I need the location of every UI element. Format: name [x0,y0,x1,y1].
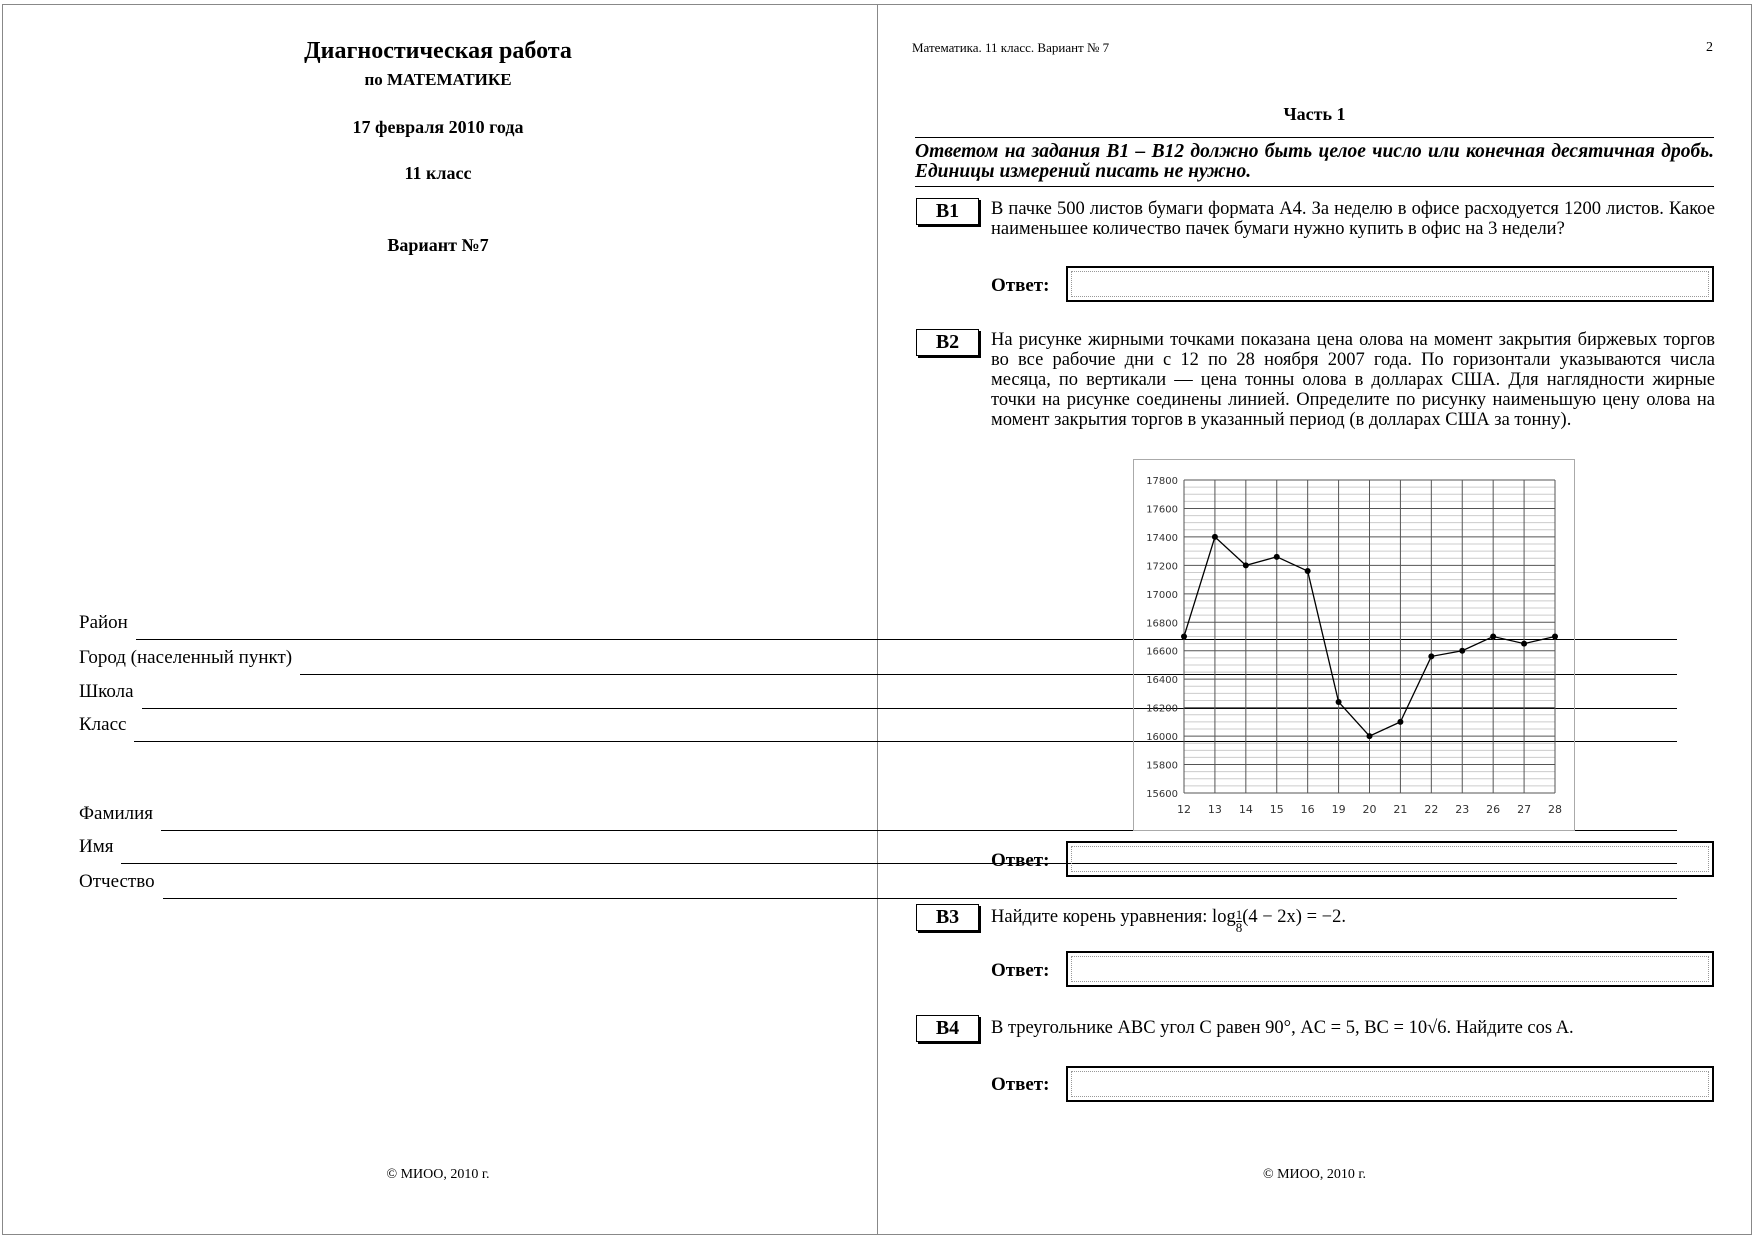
y-tick-label: 16400 [1146,675,1178,686]
x-tick-label: 14 [1239,803,1253,816]
rule-bottom [915,186,1714,187]
field-label: Район [79,612,128,633]
field-patronymic[interactable]: Отчество [79,871,1677,899]
doc-date: 17 февраля 2010 года [352,117,524,137]
y-tick-label: 17200 [1146,561,1178,572]
x-tick-label: 12 [1177,803,1191,816]
left-footer: © МИОО, 2010 г. [386,1167,490,1182]
answer-label: Ответ: [991,960,1050,981]
question-text-b4: В треугольнике ABC угол C равен 90°, AC … [991,1018,1574,1038]
y-tick-label: 16800 [1146,618,1178,629]
field-label: Школа [79,681,134,702]
doc-title: Диагностическая работа [304,38,572,64]
question-text-b3: Найдите корень уравнения: log 1 8 (4 − 2x) … [991,907,1715,934]
x-tick-label: 27 [1517,803,1531,816]
part-title: Часть 1 [1283,104,1346,124]
data-point [1490,633,1497,640]
field-class[interactable]: Класс [79,714,1677,742]
answer-input-b3[interactable] [1066,951,1714,987]
chart-frame: 12 13 14 15 16 19 20 21 22 23 26 27 28 15600 15800 1600… [1133,459,1575,831]
fraction-denominator: 8 [1235,920,1243,935]
x-tick-label: 13 [1208,803,1222,816]
doc-variant: Вариант №7 [387,235,489,255]
y-tick-label: 16600 [1146,647,1178,658]
data-point [1459,647,1466,654]
question-number-b4: B4 [916,1015,979,1042]
y-tick-label: 16000 [1146,732,1178,743]
x-tick-label: 16 [1301,803,1315,816]
y-tick-label: 17000 [1146,590,1178,601]
running-header: Математика. 11 класс. Вариант № 7 [912,40,1110,55]
question-number-b3: B3 [916,904,979,931]
answer-label: Ответ: [991,850,1050,871]
data-point [1181,633,1187,640]
question-text-b1: В пачке 500 листов бумаги формата А4. За… [991,199,1715,239]
answer-input-b1[interactable] [1066,266,1714,302]
equation-end: (4 − 2x) = −2. [1242,907,1346,927]
right-page [877,4,1752,1235]
x-tick-label: 20 [1363,803,1377,816]
field-name[interactable]: Имя [79,836,1677,864]
field-label: Фамилия [79,803,154,824]
x-tick-label: 22 [1424,803,1438,816]
data-point [1242,562,1249,569]
left-page [2,4,878,1235]
right-footer: © МИОО, 2010 г. [1262,1167,1367,1182]
field-school[interactable]: Школа [79,681,1677,709]
field-line [161,830,1677,831]
answer-label: Ответ: [991,1074,1050,1095]
x-tick-label: 23 [1455,803,1469,816]
x-tick-label: 19 [1332,803,1346,816]
data-point [1335,698,1342,705]
x-tick-label: 26 [1486,803,1500,816]
data-point [1521,640,1528,647]
x-tick-label: 21 [1393,803,1407,816]
field-label: Класс [79,714,127,735]
fraction-numerator: 1 [1235,907,1243,922]
x-tick-label: 28 [1548,803,1562,816]
y-tick-label: 17600 [1146,504,1178,515]
data-point [1211,533,1218,540]
field-line [300,674,1677,675]
data-point [1428,653,1435,660]
y-tick-label: 16200 [1146,704,1178,715]
field-line [121,863,1677,864]
equation-start: Найдите корень уравнения: log [991,907,1236,927]
data-point [1397,718,1404,725]
x-tick-label: 15 [1270,803,1284,816]
field-city[interactable]: Город (населенный пункт) [79,647,1677,675]
field-line [162,898,1677,899]
field-label: Город (населенный пункт) [79,647,293,668]
doc-subtitle: по МАТЕМАТИКЕ [364,70,512,89]
answer-label: Ответ: [991,275,1050,296]
y-tick-label: 15600 [1146,789,1178,800]
instruction: Ответом на задания В1 – В12 должно быть … [915,141,1714,182]
doc-grade: 11 класс [404,163,472,183]
field-line [135,639,1677,640]
question-number-b2: B2 [916,329,979,356]
rule-top [915,137,1714,138]
question-text-b2: На рисунке жирными точками показана цена… [991,330,1715,430]
field-line [141,708,1677,709]
y-tick-label: 17800 [1146,476,1178,487]
field-district[interactable]: Район [79,612,1677,640]
data-point [1273,553,1280,560]
page-number: 2 [1706,40,1713,55]
data-point [1552,633,1558,640]
field-line [134,741,1677,742]
y-tick-label: 15800 [1146,761,1178,772]
answer-input-b2[interactable] [1066,841,1714,877]
field-label: Имя [79,836,114,857]
field-label: Отчество [79,871,155,892]
answer-input-b4[interactable] [1066,1066,1714,1102]
data-point [1366,733,1373,740]
data-point [1304,568,1311,575]
field-surname[interactable]: Фамилия [79,803,1677,831]
y-tick-label: 17400 [1146,533,1178,544]
question-number-b1: B1 [916,198,979,225]
tin-price-chart: 12 13 14 15 16 19 20 21 22 23 26 27 28 15600 15800 1600… [1146,476,1562,816]
